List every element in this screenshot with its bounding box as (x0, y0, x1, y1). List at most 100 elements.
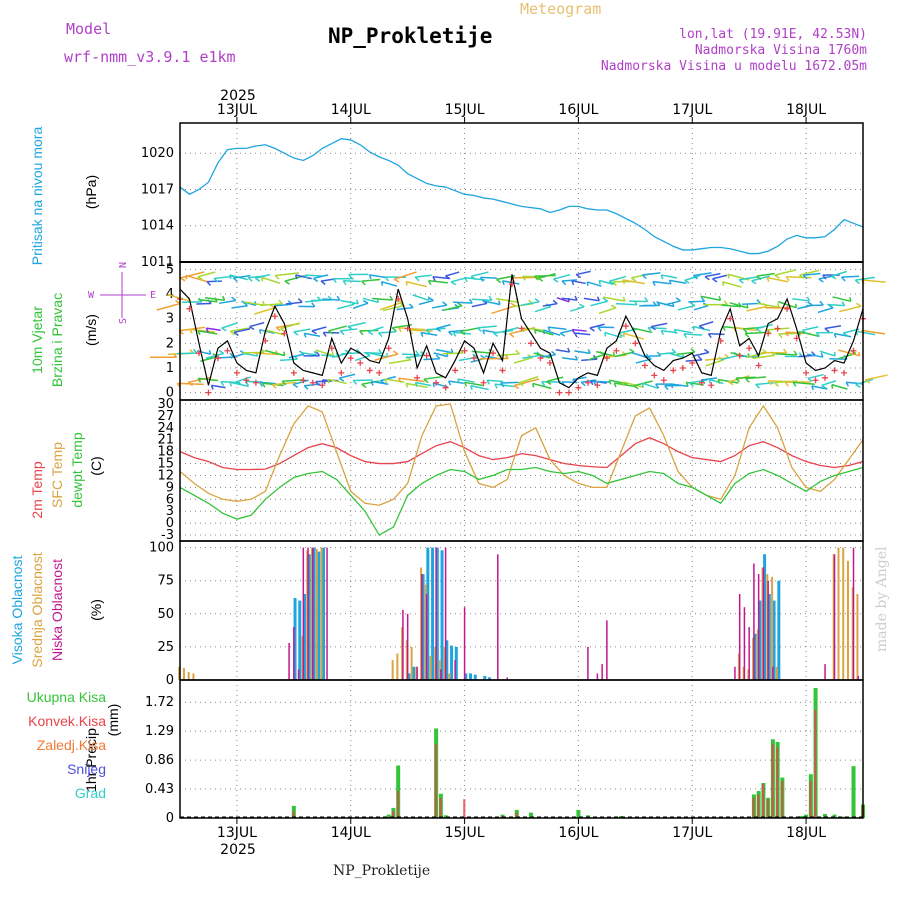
cloud-low-bar (601, 664, 603, 680)
wind-arrow-head (571, 329, 576, 335)
day-label-bottom: 16JUL (558, 825, 598, 841)
cloud-high-bar (469, 673, 473, 680)
wind-arrow-head (792, 382, 797, 387)
y-tick-label: 30 (157, 397, 174, 412)
wind-arrow-head (721, 281, 725, 287)
wind-arrow-head (497, 300, 501, 305)
day-label-bottom: 13JUL (217, 825, 257, 841)
wind-arrow-head (641, 274, 647, 280)
wind-arrow (261, 276, 281, 285)
precip-conv-bar (515, 812, 518, 818)
gust-marker (679, 364, 686, 371)
wind-arrow-head (488, 295, 493, 301)
wind-arrow (241, 352, 258, 357)
wind-arrow-head (598, 280, 601, 285)
wind-arrow-head (692, 274, 698, 280)
wind-arrow (546, 376, 564, 383)
wind-arrow (435, 348, 453, 354)
wind-arrow (709, 378, 724, 385)
wind-arrow-head (347, 326, 353, 331)
wind-arrow (322, 298, 340, 301)
gust-marker (784, 305, 791, 312)
wind-arrow (423, 375, 444, 380)
y-tick-label: 2 (166, 336, 174, 351)
wind-arrow-head (521, 275, 526, 281)
y-tick-label: 0 (166, 516, 174, 531)
wind-arrow (623, 332, 644, 340)
wind-arrow (167, 293, 190, 302)
wind-arrow (861, 329, 886, 335)
wind-arrow-head (801, 329, 808, 335)
wind-arrow (534, 305, 551, 313)
wind-arrow (415, 274, 432, 278)
wind-arrow-head (669, 383, 674, 389)
wind-arrow-head (776, 302, 780, 308)
day-label-bottom: 17JUL (672, 825, 712, 841)
wind-arrow (855, 276, 875, 281)
wind-arrow (684, 274, 701, 282)
wind-arrow (428, 279, 448, 284)
wind-arrow-head (647, 327, 652, 333)
wind-arrow (819, 350, 836, 357)
wind-arrow-head (708, 379, 711, 384)
wind-arrow-head (447, 380, 452, 386)
cloud-low-bar (753, 563, 755, 680)
wind-arrow-head (377, 332, 383, 338)
gust-marker (366, 367, 373, 374)
wind-arrow (599, 279, 614, 286)
compass-s: S (118, 318, 129, 324)
gust-marker (471, 355, 478, 362)
wind-arrow-head (232, 277, 238, 282)
wind-arrow (364, 351, 382, 355)
y-tick-label: 25 (157, 640, 174, 655)
gust-marker (309, 379, 316, 386)
wind-arrow-head (338, 377, 345, 382)
gust-marker (442, 384, 449, 391)
wind-arrow-head (547, 326, 551, 332)
model-name: wrf-nmm_v3.9.1 e1km (64, 48, 236, 66)
wind-arrow (720, 354, 739, 361)
precip-conv-bar (752, 797, 755, 818)
cloud-low-bar (307, 547, 309, 680)
wind-arrow-head (499, 382, 505, 388)
page-title: NP_Prokletije (328, 24, 492, 48)
wind-arrow (471, 298, 492, 301)
wind-arrow-head (327, 379, 330, 384)
wind-arrow (841, 275, 860, 278)
wind-arrow-head (355, 299, 359, 304)
wind-arrow-head (821, 384, 827, 389)
cloud-low-bar (326, 547, 328, 680)
wind-arrow (532, 382, 552, 390)
compass-icon: W E N S (88, 262, 156, 324)
gust-marker (850, 347, 857, 354)
wind-arrow (581, 379, 597, 384)
cloud-high-bar (473, 674, 477, 680)
wind-arrow (457, 378, 475, 383)
wind-arrow (221, 322, 238, 329)
wind-arrow (328, 325, 347, 332)
wind-arrow (587, 281, 602, 287)
wind-arrow (315, 349, 334, 357)
wind-arrow (590, 300, 608, 307)
wind-arrow-head (468, 298, 473, 304)
precip-conv-bar (439, 797, 442, 818)
gust-marker (262, 337, 269, 344)
wind-arrow-head (574, 295, 578, 301)
wind-arrow-head (367, 331, 374, 336)
wind-arrow-head (722, 326, 726, 331)
compass-w: W (88, 290, 95, 301)
wind-arrow (786, 275, 812, 279)
cloud-low-bar (824, 664, 826, 680)
precip-conv-bar (776, 747, 779, 818)
wind-arrow (233, 328, 251, 334)
legend-zaledj: Zaledj.Kisa (37, 737, 106, 753)
sfc-label: SFC Temp (49, 442, 65, 508)
cloud-low-bar (596, 673, 599, 680)
wind-arrow-head (311, 330, 317, 335)
cloud-unit: (%) (88, 599, 104, 621)
cloud-high-bar (307, 554, 311, 680)
wind-arrow-head (303, 333, 307, 338)
wind-arrow (693, 305, 709, 311)
cloud-high-bar (298, 600, 302, 680)
wind-arrow (705, 359, 724, 367)
